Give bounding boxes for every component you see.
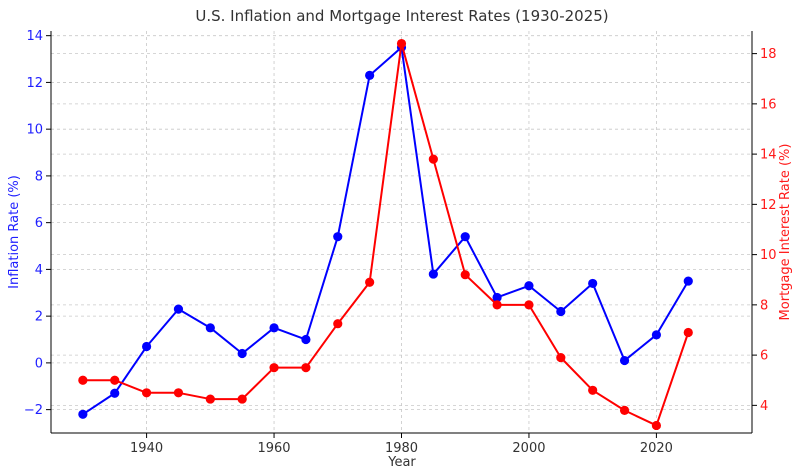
y-tick-label-left: −2 <box>24 403 43 418</box>
mortgage-rate-series-point <box>492 300 502 310</box>
mortgage-rate-series-point <box>269 363 279 373</box>
y-tick-label-left: 14 <box>26 29 43 44</box>
x-tick-label: 1960 <box>257 441 290 456</box>
inflation-rate-series-point <box>205 323 215 333</box>
mortgage-rate-series-point <box>428 154 438 164</box>
x-tick-label: 2020 <box>640 441 673 456</box>
inflation-rate-series-point <box>460 232 470 242</box>
inflation-rate-series-line <box>82 46 690 416</box>
mortgage-rate-series-point <box>619 405 630 415</box>
x-axis-label: Year <box>387 455 416 470</box>
y-tick-label-right: 10 <box>760 248 777 263</box>
mortgage-rate-series-point <box>556 353 566 363</box>
y-tick-label-right: 18 <box>760 47 777 62</box>
mortgage-rate-series-point <box>333 319 343 329</box>
inflation-rate-series-point <box>301 334 311 345</box>
y-tick-label-left: 0 <box>35 356 43 371</box>
y-tick-label-left: 10 <box>26 123 43 138</box>
mortgage-rate-series-point <box>524 300 534 310</box>
x-tick-label: 1940 <box>130 441 163 456</box>
inflation-rate-series-point <box>588 278 598 289</box>
inflation-rate-series-point <box>651 330 662 340</box>
x-tick-label: 2000 <box>512 441 545 456</box>
mortgage-rate-series-point <box>141 388 152 398</box>
mortgage-rate-series-point <box>460 270 470 280</box>
mortgage-rate-series-point <box>651 420 662 431</box>
y-tick-label-left: 2 <box>35 310 43 325</box>
y-tick-label-right: 12 <box>760 198 777 213</box>
y-tick-label-right: 6 <box>760 349 768 364</box>
inflation-rate-series-point <box>524 281 534 291</box>
inflation-rate-series-point <box>269 323 279 333</box>
y-tick-label-left: 4 <box>35 263 43 278</box>
y-tick-label-right: 16 <box>760 97 777 112</box>
y-tick-label-right: 8 <box>760 298 768 313</box>
y-tick-label-left: 6 <box>35 216 43 231</box>
axes: 1940 1960 1980 2000 2020 −2 0 2 4 6 8 10 12 14 4 6 8 10 12… <box>24 29 777 456</box>
y-axis-label-left: Inflation Rate (%) <box>7 175 22 289</box>
inflation-rate-series-point <box>492 292 502 303</box>
inflation-rate-series-point <box>619 355 630 366</box>
grid <box>51 31 752 433</box>
inflation-rate-series-point <box>237 348 247 359</box>
mortgage-rate-series-point <box>237 394 247 404</box>
mortgage-rate-series-point <box>588 385 598 395</box>
inflation-rate-series-point <box>110 388 120 398</box>
inflation-rate-series-point <box>141 341 152 352</box>
inflation-rate-series-point <box>683 276 693 286</box>
y-tick-label-left: 8 <box>35 169 43 184</box>
inflation-rate-series-point <box>428 269 438 279</box>
x-tick-label: 1980 <box>385 441 418 456</box>
y-tick-label-left: 12 <box>26 76 43 91</box>
inflation-rate-series-point <box>78 409 88 419</box>
series <box>78 38 693 431</box>
inflation-rate-series-point <box>333 232 343 242</box>
inflation-rate-series-point <box>173 304 184 314</box>
mortgage-rate-series-point <box>683 327 693 338</box>
y-axis-label-right: Mortgage Interest Rate (%) <box>778 144 793 321</box>
mortgage-rate-series-point <box>205 394 215 404</box>
mortgage-rate-series-point <box>173 388 184 398</box>
y-tick-label-right: 4 <box>760 399 768 414</box>
mortgage-rate-series-point <box>78 375 88 385</box>
mortgage-rate-series-point <box>301 363 311 373</box>
chart-title: U.S. Inflation and Mortgage Interest Rat… <box>195 7 608 25</box>
mortgage-rate-series-line <box>82 42 690 427</box>
mortgage-rate-series-point <box>365 277 375 287</box>
mortgage-rate-series-point <box>396 38 407 49</box>
inflation-rate-series-point <box>556 306 566 317</box>
y-tick-label-right: 14 <box>760 148 777 163</box>
inflation-rate-series-point <box>365 70 375 81</box>
mortgage-rate-series-point <box>110 375 120 385</box>
